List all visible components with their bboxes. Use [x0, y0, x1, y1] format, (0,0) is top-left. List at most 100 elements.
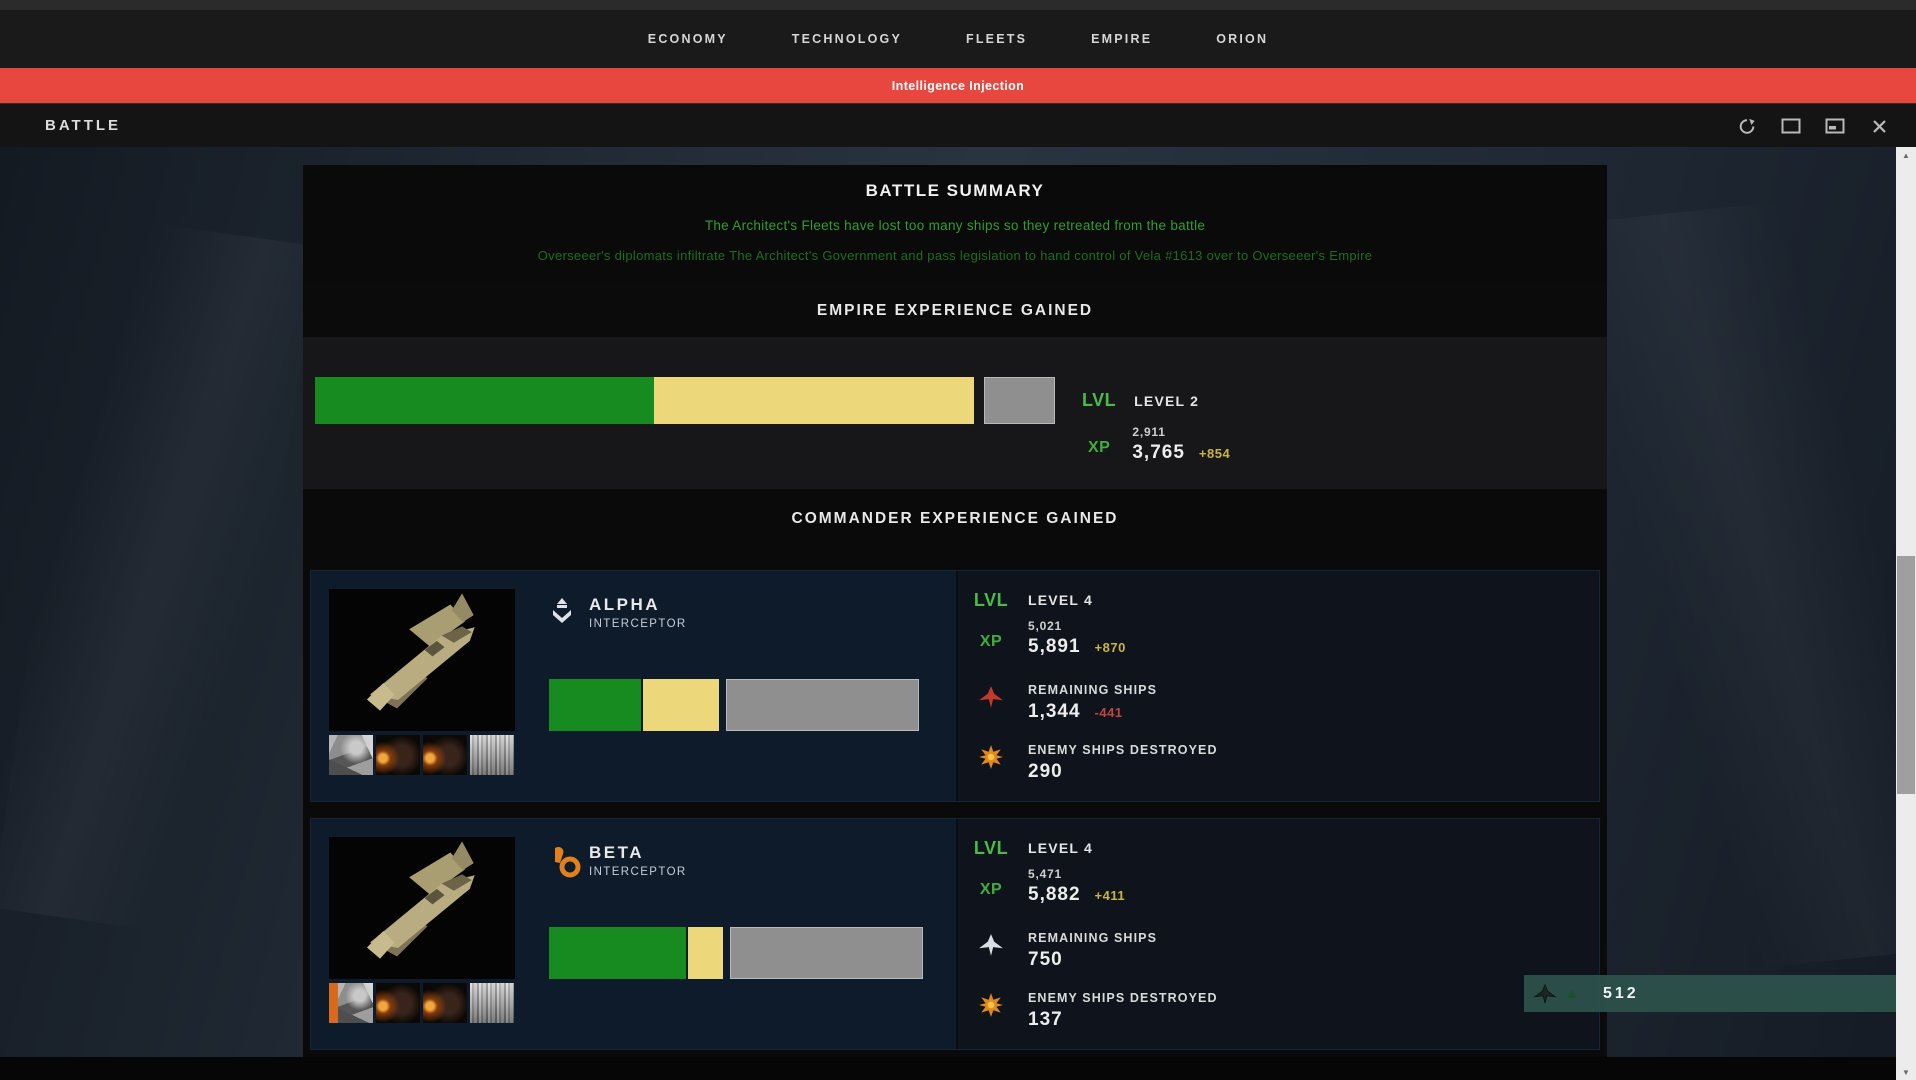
maximize-icon[interactable] — [1780, 116, 1802, 136]
vertical-scrollbar[interactable]: ▲ ▼ — [1896, 147, 1916, 1080]
commander-xp-bar — [549, 927, 923, 979]
commander-card-beta: BETA INTERCEPTOR LVL LEVEL 4 — [310, 818, 1600, 1050]
nav-technology[interactable]: TECHNOLOGY — [791, 32, 902, 46]
commander-xp-bar — [549, 679, 923, 731]
xp-bar-gained-segment — [642, 679, 720, 731]
ship-image — [329, 589, 515, 731]
thumbnail-camo[interactable] — [329, 983, 373, 1023]
enemy-destroyed-value: 290 — [1028, 761, 1063, 782]
nav-empire[interactable]: EMPIRE — [1091, 32, 1153, 46]
empire-level-row: LVL LEVEL 2 — [1082, 390, 1199, 411]
tooltip-value: 512 — [1603, 984, 1639, 1002]
nav-orion[interactable]: ORION — [1216, 32, 1269, 46]
xp-label: XP — [979, 881, 1003, 898]
lvl-label: LVL — [973, 590, 1009, 610]
empire-xp-row: XP 2,911 3,765 +854 — [1088, 425, 1230, 462]
top-nav-bar: ECONOMY TECHNOLOGY FLEETS EMPIRE ORION — [0, 10, 1916, 68]
ship-thumbnails — [329, 735, 519, 775]
commander-ship-class: INTERCEPTOR — [589, 866, 687, 878]
battle-window-body: BATTLE SUMMARY The Architect's Fleets ha… — [0, 147, 1916, 1080]
empire-xp-title: EMPIRE EXPERIENCE GAINED — [816, 302, 1094, 319]
thumbnail-engine[interactable] — [423, 735, 467, 775]
lvl-label: LVL — [973, 838, 1009, 858]
thumbnail-engine[interactable] — [376, 983, 420, 1023]
xp-bar-remaining-segment — [983, 377, 1055, 424]
xp-label: XP — [979, 633, 1003, 650]
window-controls — [1736, 104, 1890, 148]
empire-xp-next: 3,765 — [1132, 442, 1185, 463]
scrollbar-thumb[interactable] — [1897, 556, 1915, 794]
xp-label: XP — [1088, 439, 1111, 456]
scroll-down-arrow-icon[interactable]: ▼ — [1902, 1067, 1910, 1077]
commander-xp-title: COMMANDER EXPERIENCE GAINED — [791, 510, 1119, 527]
enemy-destroyed-row: ENEMY SHIPS DESTROYED 290 — [968, 743, 1218, 781]
commander-name-block: ALPHA INTERCEPTOR — [589, 595, 687, 630]
rank-insignia-icon — [549, 845, 581, 883]
commander-level-value: LEVEL 4 — [1028, 592, 1093, 608]
scroll-up-arrow-icon[interactable]: ▲ — [1902, 150, 1910, 160]
thumbnail-hull[interactable] — [470, 735, 514, 775]
commander-xp-current: 5,471 — [1028, 867, 1063, 881]
panel-view-icon[interactable] — [1824, 116, 1846, 136]
enemy-destroyed-label: ENEMY SHIPS DESTROYED — [1028, 743, 1218, 757]
remaining-ships-label: REMAINING SHIPS — [1028, 683, 1158, 697]
commander-stats: LVL LEVEL 4 XP 5,021 5,891 +870 — [956, 571, 1599, 801]
xp-bar-earned-segment — [315, 377, 655, 424]
explosion-icon — [968, 991, 1014, 1029]
remaining-ships-row: REMAINING SHIPS 1,344 -441 — [968, 683, 1157, 721]
background-light-streak — [1580, 195, 1916, 979]
level-row: LVL LEVEL 4 — [968, 837, 1093, 859]
commander-xp-gain: +870 — [1094, 640, 1126, 655]
remaining-ships-value: 750 — [1028, 949, 1063, 970]
remaining-ships-value: 1,344 — [1028, 701, 1081, 722]
remaining-ships-row: REMAINING SHIPS 750 — [968, 931, 1157, 969]
commander-xp-gain: +411 — [1094, 888, 1126, 903]
explosion-icon — [968, 743, 1014, 781]
battle-report-column: BATTLE SUMMARY The Architect's Fleets ha… — [303, 147, 1607, 1080]
thumbnail-camo[interactable] — [329, 735, 373, 775]
xp-bar-earned-segment — [549, 679, 641, 731]
background-light-streak — [0, 214, 318, 940]
xp-bar-remaining-segment — [726, 679, 919, 731]
xp-bar-gained-segment — [654, 377, 974, 424]
commander-xp-next: 5,891 — [1028, 636, 1081, 657]
bottom-edge-strip — [0, 1057, 1896, 1080]
battle-summary-title: BATTLE SUMMARY — [865, 181, 1045, 200]
commander-xp-header: COMMANDER EXPERIENCE GAINED — [303, 489, 1607, 549]
battle-summary-line1: The Architect's Fleets have lost too man… — [704, 218, 1206, 233]
close-icon[interactable] — [1868, 116, 1890, 136]
nav-economy[interactable]: ECONOMY — [647, 32, 728, 46]
battle-summary-line2: Overseeer's diplomats infiltrate The Arc… — [537, 248, 1373, 263]
intelligence-injection-banner[interactable]: Intelligence Injection — [0, 68, 1916, 103]
xp-row: XP 5,021 5,891 +870 — [968, 619, 1126, 656]
enemy-destroyed-row: ENEMY SHIPS DESTROYED 137 — [968, 991, 1218, 1029]
empire-xp-current: 2,911 — [1132, 425, 1166, 439]
refresh-icon[interactable] — [1736, 116, 1758, 136]
enemy-destroyed-label: ENEMY SHIPS DESTROYED — [1028, 991, 1218, 1005]
commander-card-alpha: ALPHA INTERCEPTOR LVL LEVEL 4 — [310, 570, 1600, 802]
ship-icon — [968, 931, 1014, 969]
empire-xp-header: EMPIRE EXPERIENCE GAINED — [303, 285, 1607, 337]
commander-ship-class: INTERCEPTOR — [589, 618, 687, 630]
xp-bar-earned-segment — [549, 927, 686, 979]
empire-xp-bar — [315, 377, 1061, 424]
commander-level-value: LEVEL 4 — [1028, 840, 1093, 856]
nav-fleets[interactable]: FLEETS — [965, 32, 1028, 46]
commander-name-block: BETA INTERCEPTOR — [589, 843, 687, 878]
xp-bar-gained-segment — [687, 927, 724, 979]
xp-row: XP 5,471 5,882 +411 — [968, 867, 1125, 904]
thumbnail-hull[interactable] — [470, 983, 514, 1023]
resource-tooltip: 512 — [1524, 975, 1896, 1012]
commander-xp-panel: COMMANDER EXPERIENCE GAINED — [303, 489, 1607, 1057]
commander-name: ALPHA — [589, 595, 661, 614]
banner-label: Intelligence Injection — [891, 78, 1025, 93]
xp-bar-remaining-segment — [730, 927, 923, 979]
ship-icon — [1533, 983, 1557, 1005]
increase-arrow-icon — [1567, 989, 1577, 998]
commander-xp-current: 5,021 — [1028, 619, 1063, 633]
thumbnail-engine[interactable] — [423, 983, 467, 1023]
empire-xp-gain: +854 — [1198, 446, 1231, 461]
thumbnail-engine[interactable] — [376, 735, 420, 775]
battle-summary-panel: BATTLE SUMMARY The Architect's Fleets ha… — [303, 165, 1607, 285]
